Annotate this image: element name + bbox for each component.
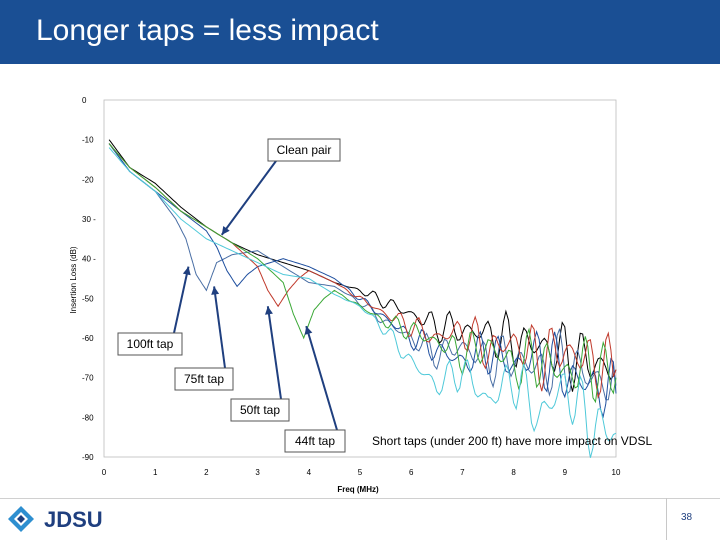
x-tick-label: 10 [612, 468, 621, 477]
y-tick-label: -20 [82, 175, 94, 184]
annotation-arrow [173, 266, 190, 334]
page-number-divider [666, 498, 667, 540]
y-tick-label: 0 [82, 96, 87, 105]
y-tick-label: -80 [82, 413, 94, 422]
annotation-arrow [266, 306, 282, 400]
annotation-arrow [213, 286, 226, 369]
annotation-arrowhead [182, 266, 191, 276]
x-ticks: 0 1 2 3 4 5 6 7 8 9 10 [102, 468, 621, 477]
y-tick-label: 30 - [82, 215, 96, 224]
x-tick-label: 2 [204, 468, 209, 477]
annotation-box [284, 429, 346, 453]
x-axis-label: Freq (MHz) [337, 485, 379, 494]
annotation-arrowhead [304, 326, 313, 335]
annotation-arrowhead [221, 226, 230, 235]
series-line [108, 147, 617, 458]
series-line [108, 143, 617, 401]
series-line [108, 143, 617, 419]
annotation-label: 50ft tap [240, 403, 280, 417]
y-tick-label: -10 [82, 136, 94, 145]
y-tick-label: 40 - [82, 255, 96, 264]
y-tick-label: -50 [82, 294, 94, 303]
x-tick-label: 8 [511, 468, 516, 477]
y-tick-label: -70 [82, 374, 94, 383]
annotation-box [117, 332, 183, 356]
title-bar: Longer taps = less impact [0, 0, 720, 64]
annotation-label: Clean pair [277, 143, 332, 157]
annotation-arrow [220, 160, 277, 236]
series-line [108, 143, 617, 404]
y-tick-label: -90 [82, 453, 94, 462]
annotation-box [174, 367, 234, 391]
annotation-label: 75ft tap [184, 372, 224, 386]
annotation-label: 100ft tap [127, 337, 174, 351]
x-tick-label: 0 [102, 468, 107, 477]
jdsu-logo-icon [8, 506, 34, 532]
series-line [108, 139, 617, 392]
logo-text: JDSU [44, 507, 103, 532]
x-tick-label: 1 [153, 468, 158, 477]
annotation-arrows [173, 160, 338, 431]
page-number: 38 [681, 512, 693, 523]
x-tick-label: 6 [409, 468, 414, 477]
annotation-labels: Clean pair 100ft tap 75ft tap 50ft tap 44ft … [117, 138, 346, 453]
y-tick-label: -60 [82, 334, 94, 343]
annotation-arrowhead [211, 286, 220, 295]
jdsu-logo: JDSU [6, 504, 126, 536]
x-tick-label: 7 [460, 468, 465, 477]
annotation-arrow [305, 325, 338, 431]
y-ticks: 0 -10 -20 30 - 40 - -50 -60 -70 -80 -90 [82, 96, 96, 462]
annotation-arrowhead [265, 306, 273, 315]
plot-border [103, 99, 617, 458]
x-tick-label: 5 [358, 468, 363, 477]
chart-note: Short taps (under 200 ft) have more impa… [372, 434, 652, 448]
slide-title: Longer taps = less impact [36, 14, 379, 47]
x-tick-label: 4 [307, 468, 312, 477]
annotation-box [267, 138, 341, 162]
annotation-box [230, 398, 290, 422]
insertion-loss-chart: 0 -10 -20 30 - 40 - -50 -60 -70 -80 -90 0 1 2 3 4 5 6 7 8… [69, 96, 652, 494]
footer-divider [0, 498, 720, 499]
annotation-label: 44ft tap [295, 434, 335, 448]
y-axis-label: Insertion Loss (dB) [69, 246, 78, 313]
series-line [108, 143, 617, 400]
x-tick-label: 9 [563, 468, 568, 477]
series-layer [108, 139, 617, 458]
x-tick-label: 3 [255, 468, 260, 477]
